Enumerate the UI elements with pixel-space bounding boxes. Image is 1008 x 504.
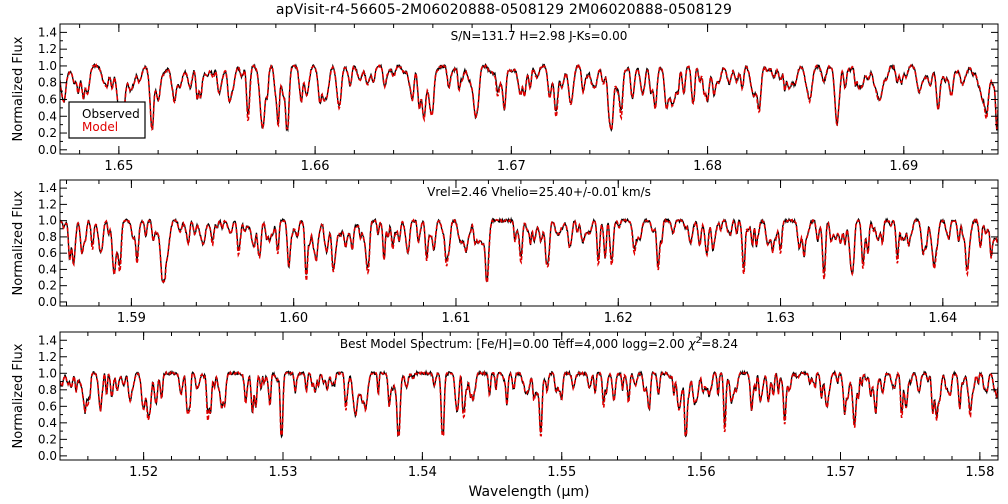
plot-frame: [59, 331, 999, 461]
chi-value: =8.24: [701, 337, 738, 351]
y-axis-label: Normalized Flux: [11, 190, 26, 295]
y-tick-label: 0.8: [38, 230, 57, 244]
y-tick-label: 0.4: [38, 109, 57, 123]
y-tick-label: 1.2: [38, 42, 57, 56]
y-tick-label: 0.0: [38, 449, 57, 463]
x-tick-label: 1.69: [889, 159, 918, 174]
x-tick-label: 1.66: [301, 159, 330, 174]
x-tick-label: 1.58: [965, 465, 994, 480]
y-tick-label: 1.4: [38, 181, 57, 195]
plot-frame: [59, 179, 999, 307]
spectrum-panel-1: 0.0 0.2 0.4 0.6 0.8 1.0 1.2 1.4 1.65 1.66 1.67 1.68…: [11, 23, 999, 174]
x-tick-label: 1.63: [766, 311, 795, 326]
legend-entry-model: Model: [82, 120, 118, 134]
y-tick-label: 0.8: [38, 383, 57, 397]
observed-spectrum-line: [60, 216, 998, 284]
y-tick-label: 0.6: [38, 92, 57, 106]
y-axis-label: Normalized Flux: [11, 343, 26, 448]
y-tick-label: 1.4: [38, 333, 57, 347]
y-axis-label: Normalized Flux: [11, 36, 26, 141]
legend-box: [68, 101, 146, 139]
chi-symbol: χ: [687, 337, 696, 351]
y-tick-label: 0.0: [38, 143, 57, 157]
x-axis-label: Wavelength (μm): [469, 484, 590, 500]
y-tick-label: 0.8: [38, 76, 57, 90]
x-tick-label: 1.68: [693, 159, 722, 174]
y-tick-label: 0.6: [38, 399, 57, 413]
spectrum-panel-3: 0.0 0.2 0.4 0.6 0.8 1.0 1.2 1.4 1.52 1.53 1.54 1.55…: [11, 331, 999, 500]
x-tick-label: 1.54: [408, 465, 437, 480]
y-tick-label: 0.4: [38, 262, 57, 276]
y-tick-label: 0.6: [38, 246, 57, 260]
x-tick-label: 1.62: [604, 311, 633, 326]
y-tick-label: 1.0: [38, 366, 57, 380]
x-tick-label: 1.56: [687, 465, 716, 480]
y-tick-label: 1.2: [38, 197, 57, 211]
y-tick-label: 1.2: [38, 350, 57, 364]
observed-spectrum-line: [60, 369, 998, 439]
annotation-text: Best Model Spectrum: [Fe/H]=0.00 Teff=4,…: [340, 337, 689, 351]
x-tick-label: 1.53: [269, 465, 298, 480]
x-tick-label: 1.52: [129, 465, 158, 480]
x-tick-label: 1.67: [497, 159, 526, 174]
x-tick-label: 1.55: [547, 465, 576, 480]
x-tick-label: 1.59: [117, 311, 146, 326]
y-tick-label: 0.0: [38, 295, 57, 309]
y-tick-label: 0.2: [38, 126, 57, 140]
spectrum-panel-2: 0.0 0.2 0.4 0.6 0.8 1.0 1.2 1.4 1.59 1.60 1.61 1.62…: [11, 179, 999, 326]
y-tick-label: 0.4: [38, 416, 57, 430]
y-tick-label: 1.0: [38, 59, 57, 73]
x-tick-label: 1.64: [928, 311, 957, 326]
y-tick-label: 0.2: [38, 432, 57, 446]
plot-frame: [59, 23, 999, 155]
x-tick-label: 1.60: [279, 311, 308, 326]
model-spectrum-line: [60, 218, 998, 284]
panel-annotation: Vrel=2.46 Vhelio=25.40+/-0.01 km/s: [427, 185, 651, 199]
y-tick-label: 0.2: [38, 279, 57, 293]
chi-superscript: 2: [696, 336, 702, 346]
x-tick-label: 1.65: [104, 159, 133, 174]
y-tick-label: 1.0: [38, 214, 57, 228]
x-tick-label: 1.61: [441, 311, 470, 326]
figure-title: apVisit-r4-56605-2M06020888-0508129 2M06…: [275, 2, 733, 18]
model-spectrum-line: [60, 63, 998, 132]
x-tick-label: 1.57: [826, 465, 855, 480]
y-tick-label: 1.4: [38, 25, 57, 39]
panel-annotation: Best Model Spectrum: [Fe/H]=0.00 Teff=4,…: [340, 336, 738, 351]
panel-annotation: S/N=131.7 H=2.98 J-Ks=0.00: [451, 29, 628, 43]
legend-entry-observed: Observed: [82, 107, 140, 121]
model-spectrum-line: [60, 370, 998, 438]
